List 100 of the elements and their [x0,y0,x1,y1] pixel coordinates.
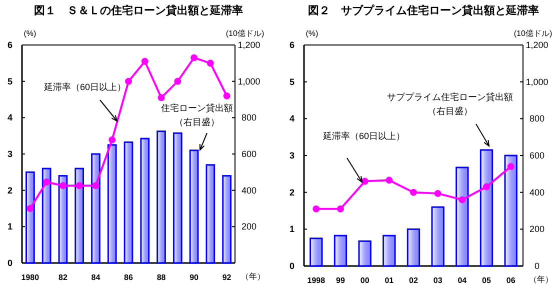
y2-tick-label: 1,000 [526,76,548,87]
y2-axis-title: (10億ドル) [226,29,264,38]
point [337,205,344,212]
bar [42,168,52,264]
point [43,178,50,186]
x-tick-label: 1998 [307,276,326,285]
point [206,60,214,67]
annotation: サブプライム住宅ローン貸出額 [387,92,513,102]
x-tick-label: 82 [58,273,68,282]
x-tick-label: 92 [222,273,232,282]
bar [156,130,166,264]
y2-tick-label: 600 [529,150,545,160]
y-tick-label: 5 [7,76,13,86]
y2-tick-label: 200 [529,224,545,234]
bar [406,228,420,267]
y-tick-label: 1 [289,224,295,234]
point [386,176,393,184]
point [141,58,148,65]
point [26,205,34,212]
point [410,188,417,196]
y2-tick-label: 400 [241,185,257,196]
y2-axis-title: (10億ドル) [514,29,552,38]
point [458,196,466,204]
bar [382,234,396,267]
y2-tick-label: 800 [529,114,545,124]
bar [107,144,117,264]
point [507,163,514,170]
x-tick-label: 06 [506,276,516,285]
point [434,190,442,197]
annotation: （右目盛） [174,117,220,127]
x-tick-label: 05 [482,276,492,285]
bar [172,132,182,264]
y2-tick-label: 0 [534,261,540,271]
bar [456,166,469,267]
annotation: 延滞率（60日以上） [42,82,126,92]
x-tick-label: 01 [384,276,394,285]
y-tick-label: 3 [289,150,295,160]
y-tick-label: 4 [7,112,13,123]
y-tick-label: 2 [7,185,13,196]
point [108,136,116,144]
annotation: （右目盛） [428,106,472,116]
bar [222,175,232,264]
y-tick-label: 0 [7,258,13,268]
y2-tick-label: 400 [529,187,545,198]
x-tick-label: 86 [124,273,134,282]
y-tick-label: 0 [289,261,295,271]
bar [74,168,84,264]
y-tick-label: 3 [7,149,13,159]
chart-title: 図１ Ｓ＆Ｌの住宅ローン貸出額と延滞率 [34,4,243,17]
y2-tick-label: 1,200 [526,40,548,50]
y2-tick-label: 800 [241,112,257,123]
bar [206,164,216,264]
bar [334,234,348,267]
y-tick-label: 5 [289,76,295,87]
bar [140,138,150,264]
bar [91,153,100,264]
x-tick-label: 90 [190,273,200,282]
x-axis-title: （年） [241,272,265,281]
point [125,78,132,85]
y2-tick-label: 600 [241,149,257,159]
point [174,78,182,85]
y2-tick-label: 1,200 [238,40,260,50]
bar [358,240,372,267]
annotation: 延滞率（60日以上） [322,131,406,141]
annotation: 住宅ローン貸出額 [161,103,233,113]
x-tick-label: 04 [458,276,468,285]
y2-tick-label: 1,000 [238,76,260,86]
point [483,183,490,190]
chart-title: 図２ サブプライム住宅ローン貸出額と延滞率 [308,4,539,17]
bar [58,175,68,264]
bar [480,149,494,267]
point [361,178,368,185]
x-tick-label: 02 [409,276,418,285]
x-tick-label: 84 [91,273,101,282]
y2-tick-label: 200 [241,222,257,232]
bar [431,206,444,267]
point [158,94,165,102]
y-tick-label: 6 [7,40,13,50]
x-tick-label: 88 [156,273,166,282]
y-axis-title: (%) [24,29,37,38]
point [312,205,320,212]
point [190,54,198,62]
point [92,182,100,190]
bar [504,154,518,267]
bar [310,238,323,267]
y-tick-label: 2 [289,187,295,198]
y-tick-label: 4 [289,114,295,124]
y-axis-title: (%) [306,29,319,38]
x-tick-label: 00 [360,276,370,285]
bar [124,141,134,264]
x-tick-label: 1980 [21,273,40,282]
bar [26,171,35,264]
point [59,182,66,190]
y-tick-label: 1 [7,222,13,232]
point [76,182,83,190]
x-tick-label: 99 [336,276,346,285]
bar [189,150,199,264]
y-tick-label: 6 [289,40,295,50]
x-axis-title: （年） [529,275,553,284]
point [223,92,230,100]
